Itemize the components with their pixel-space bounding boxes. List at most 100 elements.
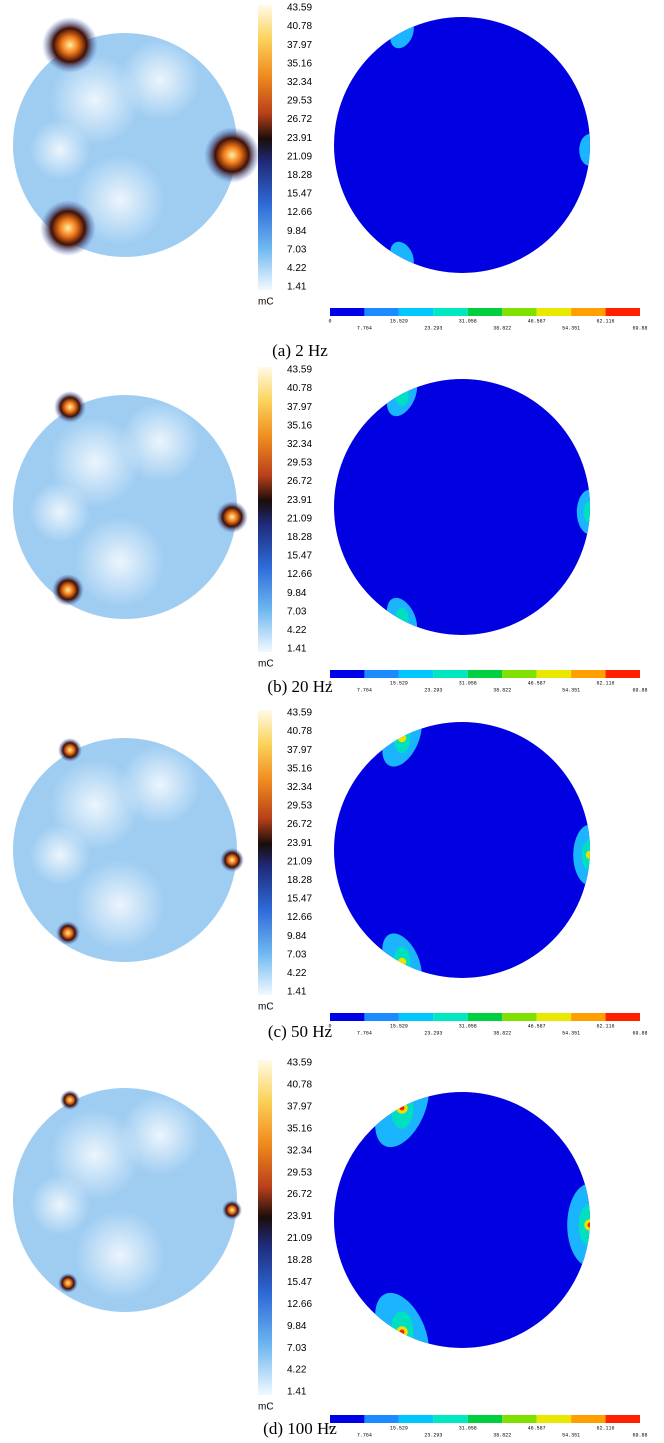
colorbar-label: 26.72 (287, 114, 312, 125)
hot-spot (222, 1200, 242, 1220)
legend-label: 23.293 (424, 687, 442, 693)
legend-label: 15.529 (390, 318, 408, 324)
colorbar-unit: mC (258, 297, 274, 308)
caption: (a) 2 Hz (272, 341, 328, 360)
legend-label: 62.116 (597, 318, 615, 324)
colorbar-label: 23.91 (287, 495, 312, 506)
colorbar-label: 29.53 (287, 96, 312, 107)
legend-segment (399, 670, 433, 678)
colorbar-label: 35.16 (287, 1123, 312, 1134)
legend-segment (606, 308, 640, 316)
colorbar-label: 35.16 (287, 58, 312, 69)
colorbar-label: 18.28 (287, 532, 312, 543)
colorbar-label: 23.91 (287, 1211, 312, 1222)
colorbar-label: 40.78 (287, 21, 312, 32)
legend-label: 46.587 (528, 1425, 546, 1431)
colorbar-label: 15.47 (287, 189, 312, 200)
spot-mid (395, 608, 408, 630)
spot-outer (573, 825, 607, 886)
legend-segment (571, 1013, 605, 1021)
legend-label: 38.822 (493, 1030, 511, 1036)
legend-label: 38.822 (493, 687, 511, 693)
pale-patch (120, 40, 200, 120)
pale-patch (120, 745, 200, 825)
legend-segment (330, 308, 364, 316)
colorbar (258, 1060, 272, 1395)
colorbar-unit: mC (258, 1402, 274, 1413)
legend-label: 7.764 (357, 1030, 372, 1036)
colorbar-label: 18.28 (287, 875, 312, 886)
legend-segment (502, 1415, 536, 1423)
colorbar-label: 35.16 (287, 763, 312, 774)
legend-segment (571, 308, 605, 316)
legend-label: 69.88 (632, 1432, 647, 1438)
legend-label: 31.058 (459, 1425, 477, 1431)
legend-label: 69.88 (632, 687, 647, 693)
legend-label: 69.88 (632, 1030, 647, 1036)
simulated-disk (334, 17, 590, 273)
panel: 43.5940.7837.9735.1632.3429.5326.7223.91… (13, 3, 648, 360)
colorbar-label: 4.22 (287, 625, 307, 636)
pale-patch (120, 1095, 200, 1175)
colorbar-label: 43.59 (287, 1058, 312, 1069)
legend-label: 23.293 (424, 1030, 442, 1036)
pale-patch (75, 1210, 165, 1300)
pale-patch (30, 482, 90, 542)
legend-label: 54.351 (562, 325, 580, 331)
legend-label: 31.058 (459, 680, 477, 686)
hot-spot (56, 921, 80, 945)
colorbar-label: 21.09 (287, 856, 312, 867)
colorbar-label: 4.22 (287, 968, 307, 979)
legend-label: 23.293 (424, 1432, 442, 1438)
colorbar-label: 12.66 (287, 1299, 312, 1310)
legend-segment (537, 1013, 571, 1021)
legend-segment (364, 1013, 398, 1021)
spot-outer (579, 134, 601, 166)
legend-segment (468, 308, 502, 316)
simulated-disk (334, 1092, 590, 1348)
colorbar-label: 7.03 (287, 949, 307, 960)
colorbar-label: 21.09 (287, 1233, 312, 1244)
colorbar-unit: mC (258, 1002, 274, 1013)
legend-label: 69.88 (632, 325, 647, 331)
colorbar-label: 15.47 (287, 1277, 312, 1288)
colorbar-label: 15.47 (287, 551, 312, 562)
colorbar-label: 7.03 (287, 1343, 307, 1354)
legend-label: 7.764 (357, 687, 372, 693)
spot-peak (400, 1330, 405, 1335)
spot-core (398, 958, 406, 966)
colorbar-label: 43.59 (287, 3, 312, 14)
colorbar-label: 26.72 (287, 1189, 312, 1200)
colorbar-label: 21.09 (287, 151, 312, 162)
colorbar-label: 9.84 (287, 931, 307, 942)
legend-segment (399, 1415, 433, 1423)
legend-segment (537, 1415, 571, 1423)
colorbar-label: 37.97 (287, 402, 312, 413)
colorbar-label: 32.34 (287, 77, 312, 88)
simulated-disk (334, 722, 590, 978)
figure: 43.59 40.78 37.97 35.16 32.34 29.53 26.72 23.91… (0, 0, 664, 1443)
legend-segment (537, 670, 571, 678)
colorbar (258, 5, 272, 290)
legend-segment (364, 670, 398, 678)
colorbar-label: 23.91 (287, 133, 312, 144)
colorbar-label: 26.72 (287, 476, 312, 487)
colorbar-label: 1.41 (287, 987, 307, 998)
colorbar-label: 12.66 (287, 912, 312, 923)
legend-label: 54.351 (562, 687, 580, 693)
hot-spot (40, 200, 96, 256)
colorbar-label: 21.09 (287, 513, 312, 524)
colorbar-label: 7.03 (287, 606, 307, 617)
colorbar-label: 32.34 (287, 782, 312, 793)
colorbar-label: 40.78 (287, 383, 312, 394)
colorbar-label: 18.28 (287, 170, 312, 181)
hot-spot (220, 848, 244, 872)
hot-spot (54, 391, 86, 423)
legend-segment (433, 670, 467, 678)
spot-peak (588, 1223, 593, 1228)
colorbar-label: 40.78 (287, 726, 312, 737)
colorbar-label: 1.41 (287, 644, 307, 655)
legend-segment (468, 1415, 502, 1423)
colorbar-label: 9.84 (287, 226, 307, 237)
legend-segment (606, 1415, 640, 1423)
